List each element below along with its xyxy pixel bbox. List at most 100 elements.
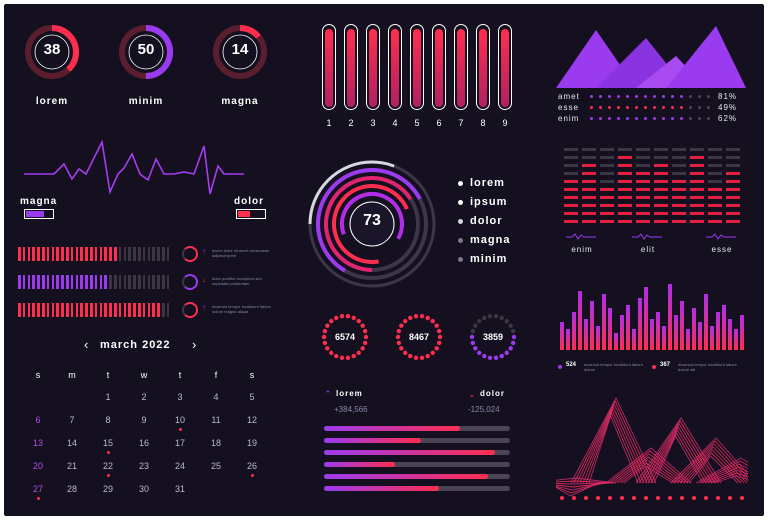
- prev-month-button[interactable]: ‹: [84, 337, 89, 352]
- calendar-day[interactable]: 14: [66, 438, 77, 448]
- peak-dot: [584, 496, 588, 500]
- calendar-day[interactable]: 24: [174, 461, 185, 471]
- bar-segment: [133, 275, 136, 289]
- calendar-day[interactable]: 19: [246, 438, 257, 448]
- metric-dot: [599, 95, 602, 98]
- bar-segment: [75, 303, 79, 317]
- eq-cell: [600, 156, 614, 159]
- next-month-button[interactable]: ›: [192, 337, 197, 352]
- calendar-day[interactable]: 10: [174, 415, 185, 425]
- calendar-day[interactable]: 18: [210, 438, 221, 448]
- bar-segment: [42, 275, 45, 289]
- vertical-gauge-label: 8: [480, 118, 486, 128]
- calendar-day[interactable]: 6: [35, 415, 41, 425]
- calendar-day[interactable]: 31: [174, 484, 185, 494]
- legend-dot: [458, 257, 463, 262]
- eq-cell: [636, 196, 650, 199]
- bar-segment: [166, 303, 170, 317]
- bar-segment: [114, 303, 117, 317]
- stat-right-label: dolor: [480, 389, 505, 398]
- calendar-day[interactable]: 21: [66, 461, 77, 471]
- bar-segment: [56, 247, 59, 261]
- peak-line: [608, 450, 689, 484]
- ring-dot: [504, 318, 509, 324]
- metric-dot: [671, 117, 674, 120]
- bar-segment: [70, 303, 74, 317]
- chart-bar: [710, 325, 714, 350]
- legend-left-text: eiusmod tempor incididunt labore dolore: [584, 362, 643, 372]
- ring-dot: [508, 346, 513, 351]
- legend-right-value: 367: [660, 362, 671, 368]
- ring-dot: [437, 334, 443, 340]
- calendar-day[interactable]: 5: [249, 392, 255, 402]
- event-dot: [107, 451, 110, 454]
- calendar-day[interactable]: 25: [210, 461, 221, 471]
- vertical-gauge-label: 4: [392, 118, 398, 128]
- eq-cell: [564, 204, 578, 207]
- gauge-label: minim: [128, 96, 164, 107]
- calendar-day[interactable]: 28: [66, 484, 77, 494]
- peak-line: [713, 475, 748, 484]
- calendar-day[interactable]: 3: [177, 392, 183, 402]
- calendar-day[interactable]: 22: [102, 461, 113, 471]
- bar-segment: [37, 303, 40, 317]
- vertical-gauge-fill: [501, 29, 509, 107]
- calendar-day[interactable]: 23: [138, 461, 149, 471]
- metric-dot: [698, 106, 701, 109]
- ring-dot: [434, 323, 439, 328]
- weekday-header: s: [249, 370, 255, 380]
- calendar-day[interactable]: 12: [246, 415, 257, 425]
- chart-bar: [590, 301, 594, 350]
- metric-dot: [644, 117, 647, 120]
- metric-percent: 62%: [718, 114, 738, 123]
- calendar-day[interactable]: 15: [102, 438, 113, 448]
- gauge-inner-ring: [222, 34, 258, 70]
- calendar-day[interactable]: 17: [174, 438, 185, 448]
- stat-right-value: -125,024: [468, 405, 500, 414]
- calendar-day[interactable]: 16: [138, 438, 149, 448]
- peak-line: [579, 405, 648, 484]
- ring-dot: [425, 315, 430, 321]
- eq-cell: [654, 212, 668, 215]
- calendar-day[interactable]: 4: [213, 392, 219, 402]
- bar-segment: [109, 303, 112, 317]
- gauge-fill: [25, 25, 79, 79]
- calendar-day[interactable]: 9: [141, 415, 147, 425]
- peak-line: [704, 466, 748, 484]
- segmented-bar: [18, 303, 174, 317]
- eq-cell: [672, 212, 686, 215]
- metric-dot: [617, 106, 620, 109]
- eq-cell: [726, 180, 740, 183]
- calendar-day[interactable]: 11: [211, 415, 221, 425]
- bar-segment: [162, 275, 165, 289]
- hbar-fill: [324, 426, 460, 431]
- eq-cell: [582, 212, 596, 215]
- eq-cell: [672, 220, 686, 223]
- vertical-gauge: [476, 24, 490, 110]
- chart-bar: [656, 311, 660, 350]
- calendar-day[interactable]: 27: [32, 484, 43, 494]
- calendar-day[interactable]: 7: [69, 415, 75, 425]
- chart-bar: [614, 332, 618, 350]
- vertical-gauge-fill: [391, 29, 399, 107]
- eq-cell: [672, 156, 686, 159]
- calendar-day[interactable]: 8: [105, 415, 111, 425]
- peak-dot: [572, 496, 576, 500]
- calendar-day[interactable]: 20: [32, 461, 43, 471]
- calendar-day[interactable]: 1: [105, 392, 111, 402]
- eq-cell: [654, 164, 668, 167]
- ring-dot: [325, 346, 330, 351]
- calendar-day[interactable]: 30: [138, 484, 149, 494]
- bar-segment: [32, 275, 35, 289]
- bar-segment: [152, 275, 155, 289]
- calendar-day[interactable]: 26: [246, 461, 257, 471]
- eq-cell: [618, 148, 632, 151]
- metric-dot: [626, 117, 629, 120]
- eq-cell: [654, 188, 668, 191]
- metric-dot: [662, 117, 665, 120]
- calendar-day[interactable]: 29: [102, 484, 113, 494]
- bar-segment: [118, 303, 122, 317]
- calendar-day[interactable]: 2: [141, 392, 147, 402]
- bar-segment: [147, 275, 151, 289]
- calendar-day[interactable]: 13: [32, 438, 43, 448]
